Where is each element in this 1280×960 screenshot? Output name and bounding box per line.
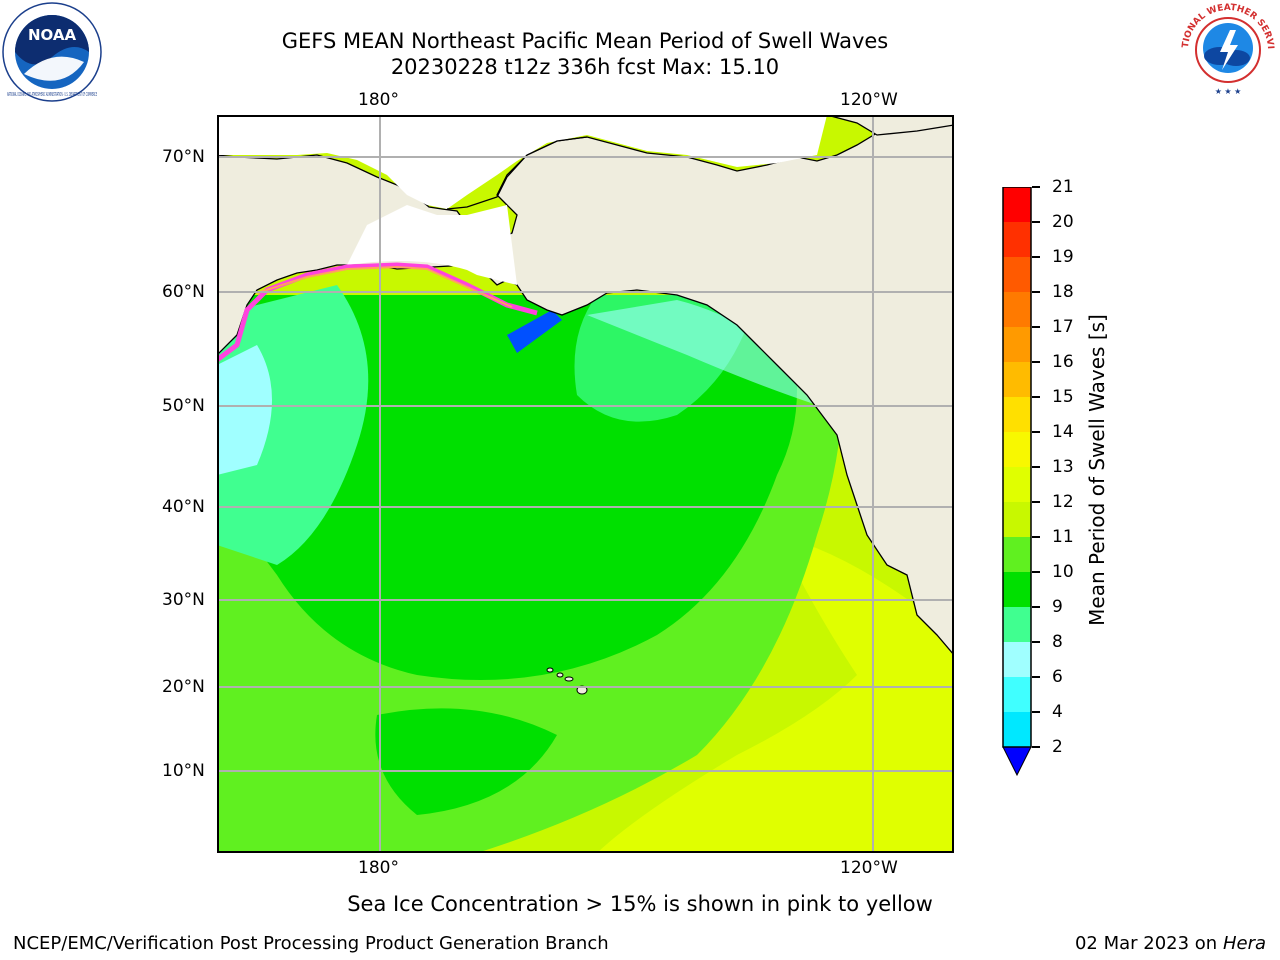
colorbar-tick-label: 18 (1052, 282, 1074, 302)
colorbar-segment (1003, 187, 1031, 222)
land-alaska-west-coast (446, 136, 588, 210)
colorbar-tick-mark (1032, 466, 1040, 468)
colorbar-segment (1003, 257, 1031, 292)
bering-sea-white (347, 205, 517, 285)
map-panel (217, 115, 954, 853)
band-13-14 (597, 535, 954, 853)
band-10-11-south (375, 708, 557, 815)
colorbar-tick-label: 6 (1052, 667, 1063, 687)
colorbar-tick-mark (1032, 431, 1040, 433)
colorbar-tick-mark (1032, 676, 1040, 678)
colorbar-segment (1003, 362, 1031, 397)
sea-ice-note: Sea Ice Concentration > 15% is shown in … (347, 892, 933, 916)
colorbar-tick-mark (1032, 326, 1040, 328)
colorbar-tick-mark (1032, 186, 1040, 188)
land-north-canada-top (826, 115, 954, 136)
colorbar-segment (1003, 642, 1031, 677)
colorbar-axis-label: Mean Period of Swell Waves [s] (1085, 314, 1109, 626)
chukchi-sea-white (217, 115, 827, 209)
colorbar-tick-mark (1032, 221, 1040, 223)
colorbar-segment (1003, 397, 1031, 432)
colorbar-tick-mark (1032, 571, 1040, 573)
colorbar-tick-label: 15 (1052, 387, 1074, 407)
lat-label-10n: 10°N (162, 761, 205, 781)
colorbar-segment (1003, 677, 1031, 712)
colorbar-segment (1003, 607, 1031, 642)
lon-label-top-120w: 120°W (840, 90, 898, 110)
colorbar-tick-mark (1032, 641, 1040, 643)
colorbar-tick-mark (1032, 711, 1040, 713)
colorbar-tick-label: 12 (1052, 492, 1074, 512)
colorbar-segment (1003, 502, 1031, 537)
lat-label-40n: 40°N (162, 497, 205, 517)
lat-label-20n: 20°N (162, 677, 205, 697)
noaa-logo-text: NOAA (28, 26, 77, 44)
colorbar-tick-label: 17 (1052, 317, 1074, 337)
chart-title-line1: GEFS MEAN Northeast Pacific Mean Period … (281, 29, 889, 53)
footer-right: 02 Mar 2023 on Hera (1075, 933, 1266, 955)
noaa-ring-text: NATIONAL OCEANIC AND ATMOSPHERIC ADMINIS… (7, 92, 97, 98)
colorbar (1002, 186, 1032, 787)
lon-label-bottom-120w: 120°W (840, 858, 898, 878)
band-8-9 (217, 345, 272, 475)
footer-left: NCEP/EMC/Verification Post Processing Pr… (13, 933, 609, 954)
cook-inlet-low (507, 310, 562, 353)
colorbar-frame (1002, 186, 1032, 748)
colorbar-segment (1003, 327, 1031, 362)
lat-label-50n: 50°N (162, 396, 205, 416)
colorbar-tick-label: 20 (1052, 212, 1074, 232)
colorbar-tick-mark (1032, 536, 1040, 538)
colorbar-segment (1003, 572, 1031, 607)
colorbar-tick-mark (1032, 606, 1040, 608)
lat-label-60n: 60°N (162, 282, 205, 302)
colorbar-tick-label: 4 (1052, 702, 1063, 722)
colorbar-tick-mark (1032, 361, 1040, 363)
colorbar-tick-label: 13 (1052, 457, 1074, 477)
colorbar-tick-label: 19 (1052, 247, 1074, 267)
colorbar-tick-label: 16 (1052, 352, 1074, 372)
noaa-logo: NOAA NATIONAL OCEANIC AND ATMOSPHERIC AD… (2, 2, 102, 102)
colorbar-tick-label: 10 (1052, 562, 1074, 582)
colorbar-svg (1002, 186, 1032, 777)
sea-ice-edge-outer (256, 265, 513, 308)
nws-stars-icon: ★ ★ ★ (1215, 87, 1242, 96)
lon-label-bottom-180: 180° (358, 858, 399, 878)
colorbar-tick-label: 8 (1052, 632, 1063, 652)
colorbar-tick-label: 2 (1052, 737, 1063, 757)
chart-title-line2: 20230228 t12z 336h fcst Max: 15.10 (390, 55, 780, 79)
colorbar-tick-label: 9 (1052, 597, 1063, 617)
colorbar-tick-mark (1032, 396, 1040, 398)
band-8-9-gulf (587, 300, 817, 405)
footer-host: Hera (1222, 933, 1266, 954)
colorbar-tick-label: 14 (1052, 422, 1074, 442)
lat-label-70n: 70°N (162, 147, 205, 167)
colorbar-segment (1003, 537, 1031, 572)
lat-label-30n: 30°N (162, 590, 205, 610)
colorbar-tick-label: 11 (1052, 527, 1074, 547)
colorbar-segment (1003, 712, 1031, 747)
colorbar-segment (1003, 222, 1031, 257)
colorbar-tick-mark (1032, 746, 1040, 748)
map-gridlines (217, 115, 954, 853)
colorbar-tick-mark (1032, 291, 1040, 293)
colorbar-segment (1003, 467, 1031, 502)
lon-label-top-180: 180° (358, 90, 399, 110)
colorbar-tick-label: 21 (1052, 177, 1074, 197)
colorbar-segment (1003, 292, 1031, 327)
colorbar-tick-mark (1032, 501, 1040, 503)
map-svg (217, 115, 954, 853)
colorbar-extend-arrow (1002, 746, 1032, 777)
footer-date: 02 Mar 2023 on (1074, 933, 1218, 954)
map-frame (217, 115, 954, 853)
colorbar-tick-mark (1032, 256, 1040, 258)
nws-logo: NATIONAL WEATHER SERVICE ★ ★ ★ (1174, 0, 1278, 100)
colorbar-segment (1003, 432, 1031, 467)
